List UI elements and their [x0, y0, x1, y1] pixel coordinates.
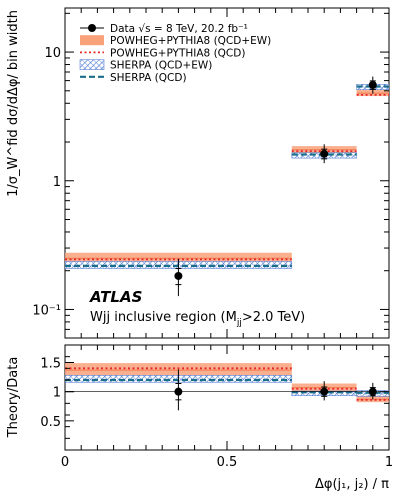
legend-label-sherpa-qcd-ew: SHERPA (QCD+EW): [110, 60, 212, 72]
x-tick-label: 0: [61, 455, 69, 470]
main-y-tick-label: 10⁻¹: [32, 303, 61, 318]
main-plot-axes: 10⁻¹ 1 10: [32, 8, 390, 339]
ratio-y-tick-label: 1: [53, 386, 61, 401]
region-label: Wjj inclusive region (Mjj>2.0 TeV): [90, 310, 305, 328]
legend-label-sherpa-qcd: SHERPA (QCD): [110, 72, 187, 84]
main-data-point-2: [368, 80, 377, 89]
legend-marker-data-point: [88, 24, 96, 32]
main-data-point-1: [320, 149, 329, 158]
ratio-y-tick-label: 1.5: [40, 357, 61, 372]
main-y-tick-label: 1: [53, 175, 61, 190]
region-label-sub: jj: [236, 318, 242, 328]
legend: Data √s = 8 TeV, 20.2 fb⁻¹POWHEG+PYTHIA8…: [79, 23, 271, 84]
legend-label-data-s-8-tev-20-2-fb: Data √s = 8 TeV, 20.2 fb⁻¹: [110, 23, 248, 35]
ratio-plot-frame: [64, 344, 390, 451]
experiment-label: ATLAS: [89, 288, 142, 306]
main-y-axis-title: 1/σ_W^fid dσ/dΔφ/ bin width: [6, 10, 21, 197]
ratio-plot-marks: [65, 363, 389, 411]
legend-label-powheg-pythia8-qcd-ew: POWHEG+PYTHIA8 (QCD+EW): [110, 35, 271, 47]
legend-marker-sherpa-qcd-ew: [79, 59, 105, 70]
legend-marker-powheg-pythia8-qcd-ew: [80, 35, 104, 46]
region-label-tail: >2.0 TeV): [242, 310, 305, 325]
main-data-point-0: [174, 271, 183, 280]
main-plot-marks: [65, 76, 389, 297]
main-y-tick-label: 10: [44, 46, 61, 61]
x-axis-title: Δφ(j₁, j₂) / π: [315, 477, 389, 492]
legend-label-powheg-pythia8-qcd: POWHEG+PYTHIA8 (QCD): [110, 47, 245, 59]
x-tick-label: 0.5: [217, 455, 238, 470]
ratio-plot-axes: 0.5 1 1.5 0 0.5 1: [40, 344, 393, 470]
ratio-y-axis-title: Theory/Data: [6, 357, 21, 439]
x-tick-label: 1: [385, 455, 393, 470]
ratio-y-tick-label: 0.5: [40, 415, 61, 430]
region-label-main: Wjj inclusive region (M: [90, 310, 237, 325]
